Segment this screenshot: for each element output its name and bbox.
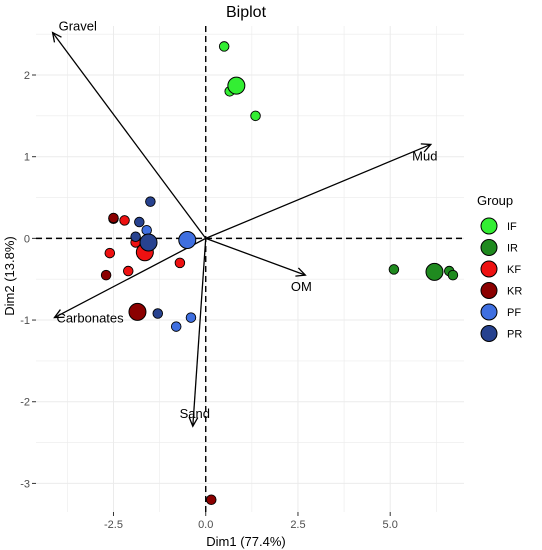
centroid-pr <box>139 233 158 252</box>
variable-label-om: OM <box>291 279 312 294</box>
legend-label-kf: KF <box>507 264 521 276</box>
point-pr <box>145 196 156 207</box>
legend-swatch-if <box>480 217 498 235</box>
point-kr <box>100 269 112 281</box>
variable-arrowhead-om <box>295 267 307 277</box>
x-tick-label: 0.0 <box>198 519 213 531</box>
point-kf <box>119 215 130 226</box>
x-tick-label: 5.0 <box>383 519 398 531</box>
y-tick-label: -3 <box>20 478 30 490</box>
y-tick-label: -2 <box>20 397 30 409</box>
legend-swatch-kf <box>480 260 498 278</box>
variable-arrows: Gravel Mud OM Carbonates Sand <box>51 19 437 428</box>
point-pr <box>152 308 164 319</box>
legend-label-ir: IR <box>507 243 518 255</box>
centroid-kr <box>128 302 147 321</box>
chart-title: Biplot <box>226 4 267 21</box>
legend-swatch-kr <box>480 282 498 299</box>
y-tick-label: 2 <box>24 70 30 82</box>
legend-label-pr: PR <box>507 329 522 341</box>
variable-arrow-carbonates <box>54 237 207 319</box>
point-kr <box>206 494 217 505</box>
point-kf <box>122 265 134 277</box>
x-axis-title: Dim1 (77.4%) <box>206 534 285 549</box>
variable-arrowhead-gravel <box>51 31 62 43</box>
y-tick-label: 0 <box>24 233 30 245</box>
reference-lines <box>36 26 464 512</box>
legend-swatch-pf <box>480 303 498 321</box>
variable-arrowhead-sand <box>188 416 199 428</box>
legend-swatch-pr <box>480 325 498 342</box>
centroid-pf <box>178 231 197 250</box>
y-axis-title: Dim2 (13.8%) <box>2 236 17 315</box>
point-kf <box>174 257 186 269</box>
centroid-if <box>227 76 246 95</box>
x-tick-label: 2.5 <box>290 519 305 531</box>
point-ir <box>388 264 400 275</box>
point-if <box>250 110 261 122</box>
y-tick-label: -1 <box>20 315 30 327</box>
legend-label-kr: KR <box>507 286 522 298</box>
point-if <box>218 41 230 52</box>
point-kr <box>108 212 119 224</box>
legend-title: Group <box>477 193 513 208</box>
x-tick-label: -2.5 <box>104 519 123 531</box>
legend-label-if: IF <box>507 221 517 233</box>
point-pf <box>170 321 182 332</box>
grid <box>36 26 464 512</box>
point-pr <box>134 216 145 228</box>
legend-swatch-ir <box>480 239 498 256</box>
variable-arrowhead-mud <box>420 143 433 153</box>
point-pf <box>185 312 197 323</box>
legend-label-pf: PF <box>507 307 521 319</box>
variable-arrow-om <box>205 237 306 276</box>
variable-label-carbonates: Carbonates <box>56 311 124 326</box>
point-ir <box>447 269 459 281</box>
data-points <box>100 41 459 505</box>
variable-arrow-gravel <box>52 32 207 239</box>
variable-arrow-mud <box>205 143 432 239</box>
y-tick-label: 1 <box>24 152 30 164</box>
variable-arrowhead-carbonates <box>53 309 65 319</box>
variable-arrow-sand <box>192 238 207 427</box>
variable-label-mud: Mud <box>412 148 437 163</box>
variable-label-gravel: Gravel <box>59 19 97 34</box>
variable-label-sand: Sand <box>180 406 210 421</box>
point-pr <box>130 231 141 242</box>
legend: Group IF IR KF KR PF PR <box>477 193 522 342</box>
point-kf <box>104 247 116 259</box>
axis-ticks: -2.5 0.0 2.5 5.0 -3 -2 -1 0 1 2 <box>20 70 398 531</box>
point-pf <box>141 224 152 236</box>
centroid-ir <box>425 262 444 281</box>
